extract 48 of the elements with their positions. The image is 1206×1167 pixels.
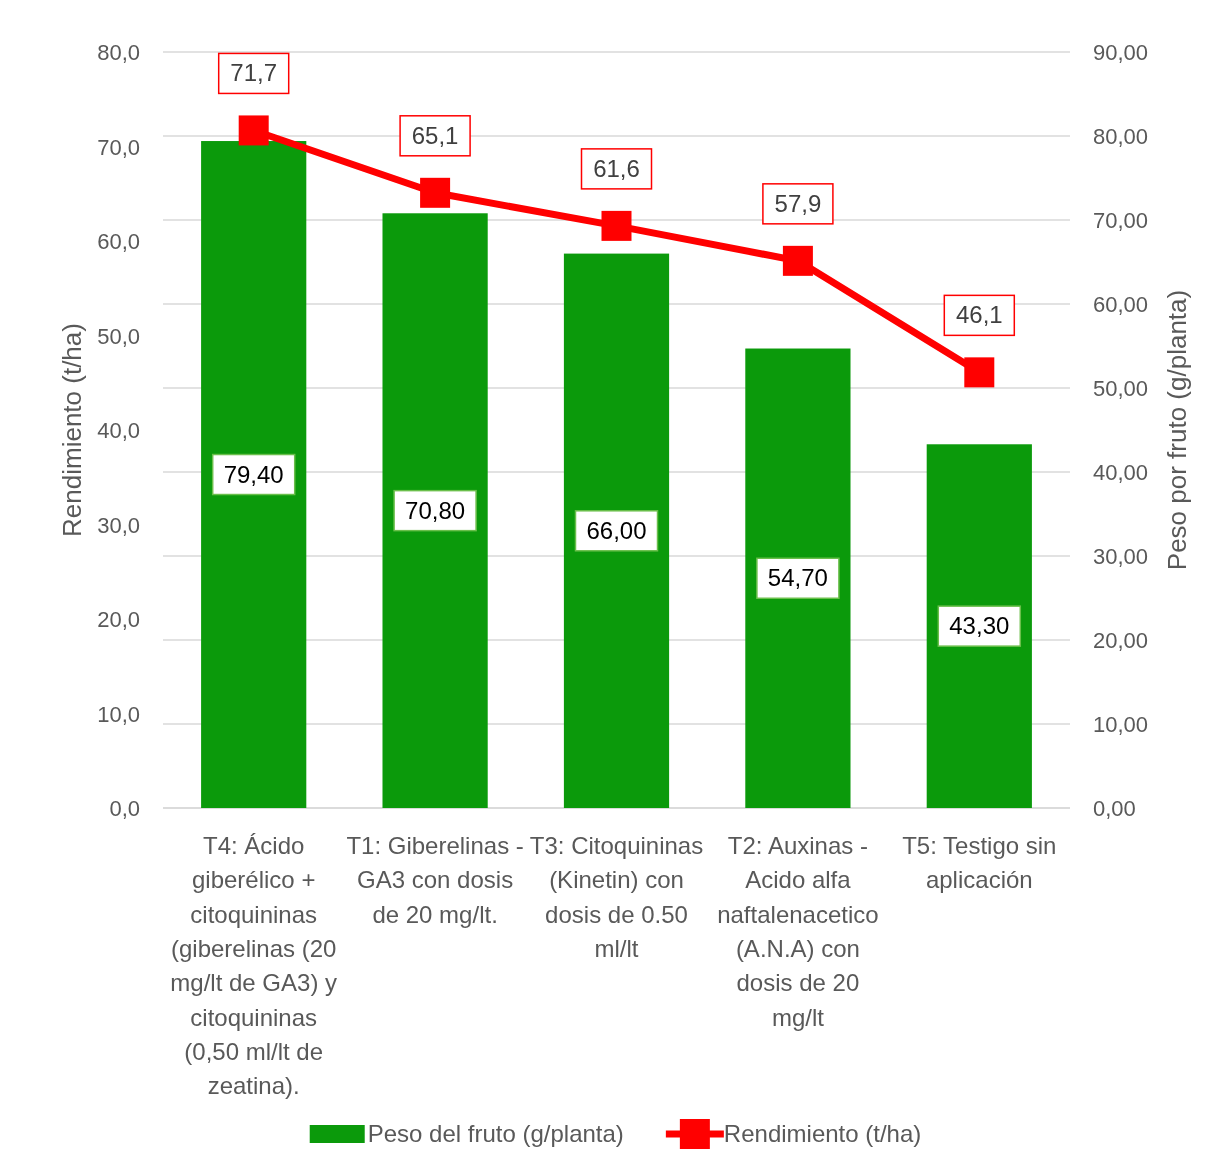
y-axis-title: Rendimiento (t/ha) — [57, 323, 87, 537]
x-tick-label: T2: Auxinas - Acido alfa naftalenacetico (A.N.A) con dosis de 20 mg/lt — [717, 832, 879, 1031]
point — [420, 177, 451, 208]
x-tick-label: T1: Giberelinas - GA3 con dosis de 20 mg/lt. — [346, 832, 524, 928]
y2-tick-label: 20,00 — [1093, 628, 1149, 653]
y-tick-label: 70,0 — [97, 134, 140, 160]
y2-tick-label: 60,00 — [1093, 292, 1149, 317]
x-tick-label: T3: Citoquininas (Kinetin) con dosis de 0.50 ml/lt — [529, 832, 704, 962]
y-tick-label: 20,0 — [97, 607, 140, 632]
y2-tick-label: 80,00 — [1093, 124, 1149, 149]
bar — [382, 213, 488, 808]
data-label: 79,40 — [223, 460, 284, 488]
x-tick-label: T4: Ácido giberélico + citoquininas (giberelinas (20 mg/lt de GA3) y citoquininas (0,50 ml/lt de zeatina). — [170, 832, 338, 1100]
data-label: 70,80 — [405, 496, 466, 524]
y2-tick-label: 70,00 — [1093, 208, 1149, 233]
legend-label: Rendimiento (t/ha) — [723, 1120, 922, 1147]
bar — [745, 348, 851, 808]
x-tick-label: T5: Testigo sin aplicación — [902, 832, 1057, 894]
data-label: 61,6 — [593, 154, 640, 182]
y2-tick-label: 40,00 — [1093, 460, 1149, 485]
data-label: 66,00 — [586, 516, 647, 544]
y2-tick-label: 50,00 — [1093, 376, 1149, 401]
y-tick-label: 50,0 — [97, 323, 140, 349]
y-tick-label: 30,0 — [97, 512, 140, 538]
bar — [563, 253, 670, 808]
bar — [201, 141, 307, 808]
y-tick-label: 0,0 — [109, 796, 140, 821]
point — [601, 210, 632, 241]
y-tick-label: 10,0 — [97, 701, 140, 727]
data-label: 65,1 — [411, 121, 459, 149]
data-label: 46,1 — [955, 301, 1003, 329]
y2-axis-title: Peso por fruto (g/planta) — [1162, 289, 1192, 571]
data-label: 43,30 — [949, 612, 1010, 640]
y2-tick-label: 10,00 — [1093, 712, 1149, 737]
y2-tick-label: 90,00 — [1093, 40, 1149, 65]
data-label: 71,7 — [230, 59, 278, 87]
y2-tick-label: 30,00 — [1093, 544, 1149, 569]
point — [782, 245, 813, 276]
y-tick-label: 60,0 — [97, 229, 140, 254]
y-tick-label: 80,0 — [97, 40, 140, 65]
bar — [926, 444, 1032, 808]
y-tick-label: 40,0 — [97, 418, 140, 443]
point — [964, 357, 995, 388]
data-label: 57,9 — [774, 189, 822, 217]
data-label: 54,70 — [767, 564, 828, 592]
point — [238, 115, 269, 146]
legend-label: Peso del fruto (g/planta) — [367, 1120, 624, 1147]
y2-tick-label: 0,00 — [1093, 796, 1136, 821]
